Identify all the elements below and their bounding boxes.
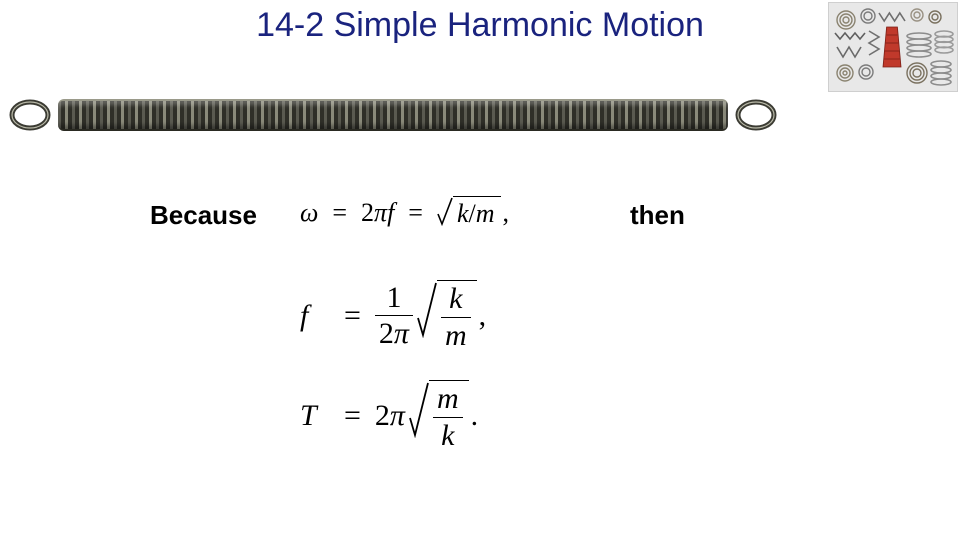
slide-title: 14-2 Simple Harmonic Motion [0,6,960,45]
corner-springs-svg [829,3,958,92]
eq2-sqrt: k m [417,280,477,351]
fraction-bar [433,417,463,418]
equals-sign: = [408,198,423,228]
eq3-sqrt-frac: m k [433,383,463,451]
eq1-2: 2 [361,198,374,228]
slash: / [469,199,476,229]
eq1-f: f [387,198,394,228]
eq2-f: f [300,299,330,333]
equals-sign: = [344,299,361,333]
eq2-sqrt-frac: k m [441,283,471,351]
eq3-2: 2 [375,399,390,433]
eq2-den-pi: π [394,317,409,350]
slide: 14-2 Simple Harmonic Motion Because then… [0,0,960,540]
spring-coils [58,99,728,131]
eq3-T: T [300,399,330,433]
eq1-m: m [476,199,495,229]
radical-icon [437,196,453,226]
equation-omega: ω = 2πf = k/m , [300,196,509,229]
eq2-num: 1 [382,282,405,314]
eq2-m: m [441,320,471,352]
eq1-sqrt: k/m [437,196,501,229]
corner-springs-image [828,2,958,92]
eq3-pi: π [390,399,405,433]
equation-frequency: f = 1 2π k m , [300,280,486,351]
eq2-trail: , [479,299,487,333]
eq3-k: k [437,420,458,452]
fraction-bar [375,315,413,316]
radical-icon [409,380,429,438]
eq1-pi: π [374,198,387,228]
equals-sign: = [344,399,361,433]
spring-loop-right-icon [728,98,778,132]
eq2-k: k [445,283,466,315]
word-then: then [630,200,685,231]
equals-sign: = [332,198,347,228]
eq3-sqrt: m k [409,380,469,451]
spring-loop-left-icon [8,98,58,132]
word-because: Because [150,200,257,231]
equation-period: T = 2π m k . [300,380,478,451]
eq2-den-2: 2 [379,317,394,350]
fraction-bar [441,317,471,318]
eq3-trail: . [471,399,479,433]
spring-illustration [8,92,778,138]
eq1-omega: ω [300,198,318,228]
eq1-k: k [457,199,469,229]
eq3-m: m [433,383,463,415]
eq1-trail: , [503,198,510,228]
radical-icon [417,280,437,338]
eq2-fraction: 1 2π [375,282,413,350]
